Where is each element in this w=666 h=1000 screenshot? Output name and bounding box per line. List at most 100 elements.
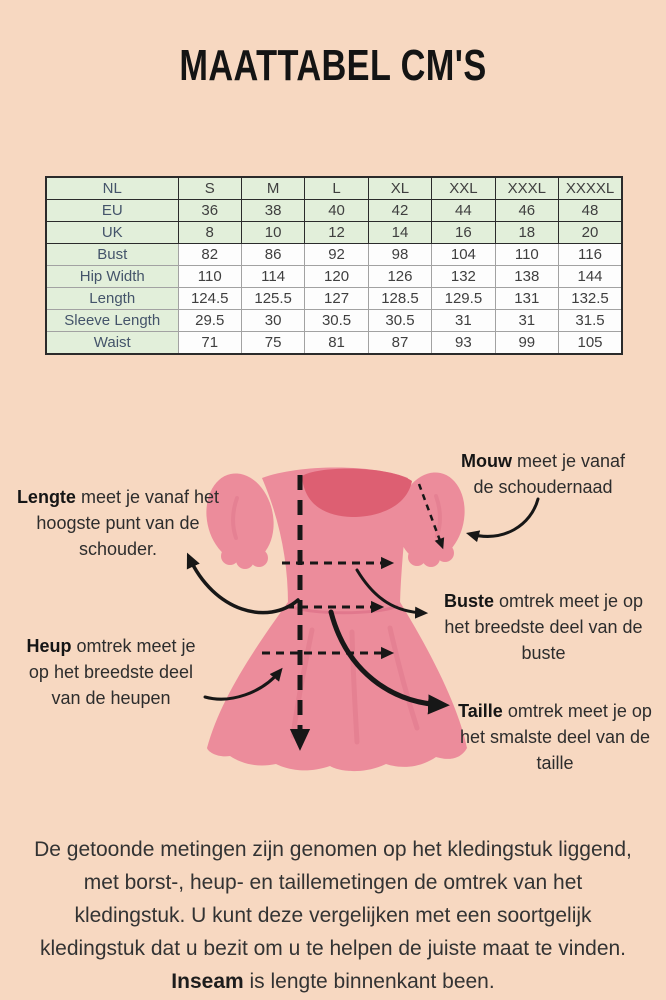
size-table-label-cell: NL	[45, 176, 179, 200]
instructions-text-after: is lengte binnenkant been.	[243, 970, 495, 993]
size-table-value-cell: 14	[367, 221, 433, 244]
dress-neckline	[302, 468, 412, 517]
size-table-value-cell: 18	[494, 221, 560, 244]
size-table-row: Length 124.5 125.5 127 128.5 129.5 131 132.5	[45, 287, 623, 310]
size-table-value-cell: 71	[177, 331, 242, 355]
annotation-buste: Buste omtrek meet je op het breedste dee…	[441, 588, 646, 666]
size-table-value-cell: 44	[431, 199, 496, 222]
size-table-value-cell: 99	[494, 331, 560, 355]
size-table-value-cell: 48	[558, 199, 623, 222]
size-table-value-cell: XL	[367, 176, 433, 200]
size-table-value-cell: 132.5	[558, 287, 623, 310]
size-table-value-cell: 127	[304, 287, 369, 310]
size-table-value-cell: 75	[240, 331, 306, 355]
size-table-value-cell: XXXXL	[558, 176, 623, 200]
size-table-value-cell: 110	[494, 243, 560, 266]
buste-arrow	[355, 568, 429, 619]
annotation-buste-text: omtrek meet je op het breedste deel van …	[444, 591, 644, 663]
dress-skirt	[207, 602, 467, 772]
size-table-header-row: UK 8 10 12 14 16 18 20	[45, 221, 623, 244]
size-table-value-cell: 82	[177, 243, 242, 266]
annotation-buste-lead: Buste	[443, 591, 494, 611]
size-table-label-cell: Length	[45, 287, 179, 310]
measuring-instructions: De getoonde metingen zijn genomen op het…	[33, 833, 633, 998]
size-table-value-cell: 105	[558, 331, 623, 355]
size-table-value-cell: 46	[494, 199, 560, 222]
annotation-mouw-lead: Mouw	[460, 451, 512, 471]
heup-arrow	[203, 667, 283, 701]
dress-fold-lines	[231, 494, 442, 745]
size-table-value-cell: 36	[177, 199, 242, 222]
size-table-value-cell: 29.5	[177, 309, 242, 332]
instructions-text-before: De getoonde metingen zijn genomen op het…	[34, 838, 632, 960]
size-table-label-cell: UK	[45, 221, 179, 244]
size-table-label-cell: Waist	[45, 331, 179, 355]
size-table: NL S M L XL XXL XXXL XXXXL EU 36 38 40 42 44 46 48 UK 8 10…	[45, 176, 623, 355]
size-table-value-cell: 132	[431, 265, 496, 288]
size-table-value-cell: 16	[431, 221, 496, 244]
size-table-value-cell: 30.5	[304, 309, 369, 332]
size-table-value-cell: 125.5	[240, 287, 306, 310]
size-table-value-cell: 120	[304, 265, 369, 288]
lengte-arrow	[186, 552, 300, 615]
size-table-value-cell: 12	[304, 221, 369, 244]
size-table-value-cell: XXL	[431, 176, 496, 200]
size-table-value-cell: 114	[240, 265, 306, 288]
size-table-value-cell: 98	[367, 243, 433, 266]
size-table-value-cell: 42	[367, 199, 433, 222]
size-table-row: Hip Width 110 114 120 126 132 138 144	[45, 265, 623, 288]
annotation-mouw: Mouw meet je vanaf de schoudernaad	[450, 448, 636, 500]
dress-waist-seam	[289, 604, 399, 615]
dress-illustration	[206, 467, 467, 772]
size-table-value-cell: 104	[431, 243, 496, 266]
sleeve-dashed-line	[417, 483, 445, 550]
size-table-value-cell: 38	[240, 199, 306, 222]
size-table-value-cell: 31	[494, 309, 560, 332]
size-table-value-cell: 131	[494, 287, 560, 310]
size-table-value-cell: 30	[240, 309, 306, 332]
instructions-bold-word: Inseam	[171, 970, 244, 993]
annotation-taille: Taille omtrek meet je op het smalste dee…	[455, 698, 655, 776]
size-table-value-cell: 124.5	[177, 287, 242, 310]
annotation-heup-text: omtrek meet je op het breedste deel van …	[28, 636, 196, 708]
annotation-mouw-text: meet je vanaf de schoudernaad	[473, 451, 626, 497]
size-table-value-cell: 30.5	[367, 309, 433, 332]
size-table-header-row: NL S M L XL XXL XXXL XXXXL	[45, 176, 623, 200]
annotation-heup: Heup omtrek meet je op het breedste deel…	[16, 633, 206, 711]
page-title: MAATTABEL CM'S	[179, 41, 487, 90]
size-table-value-cell: XXXL	[494, 176, 560, 200]
size-table-value-cell: 81	[304, 331, 369, 355]
dress-bodice	[262, 467, 408, 612]
size-table-value-cell: 126	[367, 265, 433, 288]
size-table-value-cell: 116	[558, 243, 623, 266]
size-table-header-row: EU 36 38 40 42 44 46 48	[45, 199, 623, 222]
size-table-label-cell: EU	[45, 199, 179, 222]
size-table-label-cell: Bust	[45, 243, 179, 266]
size-table-value-cell: 93	[431, 331, 496, 355]
measurement-lines	[262, 475, 445, 751]
annotation-lengte-text: meet je vanaf het hoogste punt van de sc…	[36, 487, 220, 559]
annotation-taille-text: omtrek meet je op het smalste deel van d…	[459, 701, 652, 773]
size-table-value-cell: L	[304, 176, 369, 200]
size-table-value-cell: 20	[558, 221, 623, 244]
taille-arrow	[328, 609, 450, 715]
size-table-value-cell: 8	[177, 221, 242, 244]
annotation-lengte-lead: Lengte	[16, 487, 76, 507]
size-table-value-cell: 40	[304, 199, 369, 222]
size-table-row: Waist 71 75 81 87 93 99 105	[45, 331, 623, 355]
size-table-row: Sleeve Length 29.5 30 30.5 30.5 31 31 31.5	[45, 309, 623, 332]
size-table-value-cell: 87	[367, 331, 433, 355]
size-table-label-cell: Sleeve Length	[45, 309, 179, 332]
annotation-heup-lead: Heup	[26, 636, 72, 656]
size-table-value-cell: 129.5	[431, 287, 496, 310]
size-table-value-cell: 31	[431, 309, 496, 332]
size-table-value-cell: 92	[304, 243, 369, 266]
size-table-value-cell: 86	[240, 243, 306, 266]
size-table-value-cell: 110	[177, 265, 242, 288]
annotation-lengte: Lengte meet je vanaf het hoogste punt va…	[2, 484, 234, 562]
mouw-arrow	[465, 497, 540, 543]
annotation-taille-lead: Taille	[458, 701, 503, 721]
size-table-value-cell: S	[177, 176, 242, 200]
size-table-value-cell: 10	[240, 221, 306, 244]
size-table-value-cell: 138	[494, 265, 560, 288]
